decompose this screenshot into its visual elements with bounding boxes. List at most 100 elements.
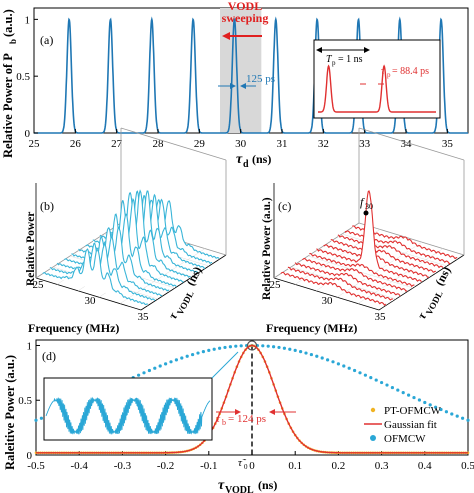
d-xlabel-main: τ — [218, 478, 225, 493]
c-xtick-2: 35 — [375, 311, 387, 323]
a-ytick-label: 0.5 — [16, 71, 30, 83]
ofmcw-point — [461, 416, 465, 420]
b-ylabel: τ VODL (ns) — [165, 264, 204, 321]
inset-trace — [318, 64, 436, 113]
ofmcw-point — [288, 347, 292, 351]
d-tau-main: τ — [216, 413, 221, 425]
d-xtick-label: -0.2 — [157, 460, 174, 472]
ofmcw-point — [331, 360, 335, 364]
width-arrowhead-right — [240, 83, 246, 89]
inset-tp-arrowhead-right — [364, 47, 370, 53]
a-xtick-label: 27 — [111, 138, 123, 150]
waterfall-mask — [71, 214, 177, 288]
waterfall-trace — [56, 235, 163, 297]
a-xtick-label: 34 — [401, 138, 413, 150]
d-tau-sub: b — [222, 418, 226, 427]
waterfall-trace — [302, 258, 408, 292]
ofmcw-point — [309, 352, 313, 357]
waterfall-mask — [330, 239, 436, 274]
ofmcw-point — [218, 346, 222, 350]
ofmcw-point — [272, 345, 276, 349]
ofmcw-point — [444, 410, 448, 414]
a-xtick-label: 28 — [153, 138, 165, 150]
d-inset-connector — [211, 351, 239, 379]
ofmcw-point — [261, 344, 265, 348]
ofmcw-point — [304, 351, 308, 355]
a-xlabel-unit: (ns) — [252, 152, 271, 166]
panel-c-traces — [280, 190, 458, 307]
b-xtick-2: 35 — [138, 311, 150, 323]
grid-line — [307, 255, 414, 289]
d-peak-marker — [246, 340, 258, 351]
ofmcw-point — [169, 360, 173, 364]
panel-b: (b) 25 30 35 Frequency (MHz) τ VODL (ns)… — [25, 127, 227, 335]
ofmcw-point — [212, 347, 216, 351]
waterfall-mask — [92, 191, 198, 274]
waterfall-trace — [64, 226, 170, 292]
panel-a-sweep-band — [220, 8, 262, 133]
b-zlabel: Relative Power — [25, 212, 37, 286]
ofmcw-point — [423, 400, 427, 405]
waterfall-mask — [42, 249, 148, 306]
panel-d-ylabel: Raleitive Power (a.u.) — [3, 355, 17, 470]
ofmcw-point — [434, 405, 438, 409]
legend-label-ofmcw: OFMCW — [384, 433, 426, 445]
b-xtick-0: 25 — [33, 279, 45, 291]
ofmcw-point — [228, 345, 232, 349]
panel-d-label: (d) — [42, 349, 56, 363]
a-xtick-label: 32 — [318, 138, 329, 150]
panel-a-ylabel: Relative Power of P b (a.u.) — [1, 9, 18, 158]
c-zlabel: Relative Power (a.u.) — [261, 197, 273, 300]
d-tau-val: = 124 ps — [228, 413, 266, 425]
inset-tp-val: = 1 ns — [338, 54, 363, 65]
width-label: 125 ps — [246, 73, 275, 85]
waterfall-trace — [344, 230, 451, 265]
ofmcw-point — [380, 380, 384, 385]
width-arrowhead-left — [230, 83, 236, 89]
a-ytick-label: 0 — [25, 128, 31, 140]
ofmcw-point — [282, 346, 286, 350]
waterfall-mask — [85, 190, 191, 278]
ofmcw-point — [223, 345, 227, 350]
inset-tp-sub: p — [332, 59, 336, 67]
waterfall-mask — [49, 243, 155, 301]
waterfall-mask — [287, 267, 393, 301]
waterfall-mask — [302, 258, 408, 292]
d-xtick-label: 0.4 — [418, 460, 432, 472]
d-xtick-label: 0.1 — [288, 460, 302, 472]
a-xlabel-sub: d — [243, 159, 249, 170]
ofmcw-point — [428, 403, 432, 407]
ofmcw-point — [196, 351, 200, 355]
waterfall-mask — [57, 236, 163, 297]
waterfall-trace — [337, 234, 444, 269]
panel-d-xlabel: τ VODL (ns) — [218, 478, 277, 493]
d-xtick-label: 0.2 — [332, 460, 346, 472]
d-xtick-label: 0.5 — [461, 460, 474, 472]
inset-tau-main: τ — [381, 66, 385, 77]
series-gaussian-fit — [36, 344, 468, 454]
inset-tau-val: = 88.4 ps — [392, 66, 429, 77]
c-xtick-0: 25 — [270, 279, 282, 291]
panel-c: (c) f 30 25 30 35 Frequency (MHz) τ VODL… — [261, 127, 465, 335]
d-ytick-label: 1 — [27, 340, 33, 352]
c-xtick-1: 30 — [322, 295, 334, 307]
ofmcw-point — [234, 344, 238, 348]
ofmcw-point — [369, 376, 373, 380]
c-zlabel-text: Relative Power (a.u.) — [261, 197, 273, 300]
inset-tp-arrowhead-left — [316, 47, 322, 53]
ofmcw-point — [417, 398, 421, 402]
b-zlabel-text: Relative Power — [25, 212, 37, 286]
waterfall-trace — [330, 239, 436, 273]
a-xtick-label: 25 — [29, 138, 41, 150]
waterfall-mask — [316, 191, 422, 283]
d-ytick-label: 0.5 — [18, 395, 32, 407]
d-xtick-label: -0.4 — [70, 460, 88, 472]
d-legend: PT-OFMCW Gaussian fit OFMCW — [364, 405, 442, 445]
ofmcw-point — [396, 388, 400, 392]
ofmcw-point — [412, 395, 416, 400]
d-ytick-label: 0 — [27, 450, 33, 462]
a-ylabel-unit: (a.u.) — [1, 9, 15, 37]
legend-marker-ofmcw — [370, 435, 376, 441]
waterfall-trace — [316, 190, 422, 283]
panel-a: 25 26 27 28 29 30 31 32 33 34 35 0 0.5 1 (a) VODL sw… — [1, 0, 469, 170]
